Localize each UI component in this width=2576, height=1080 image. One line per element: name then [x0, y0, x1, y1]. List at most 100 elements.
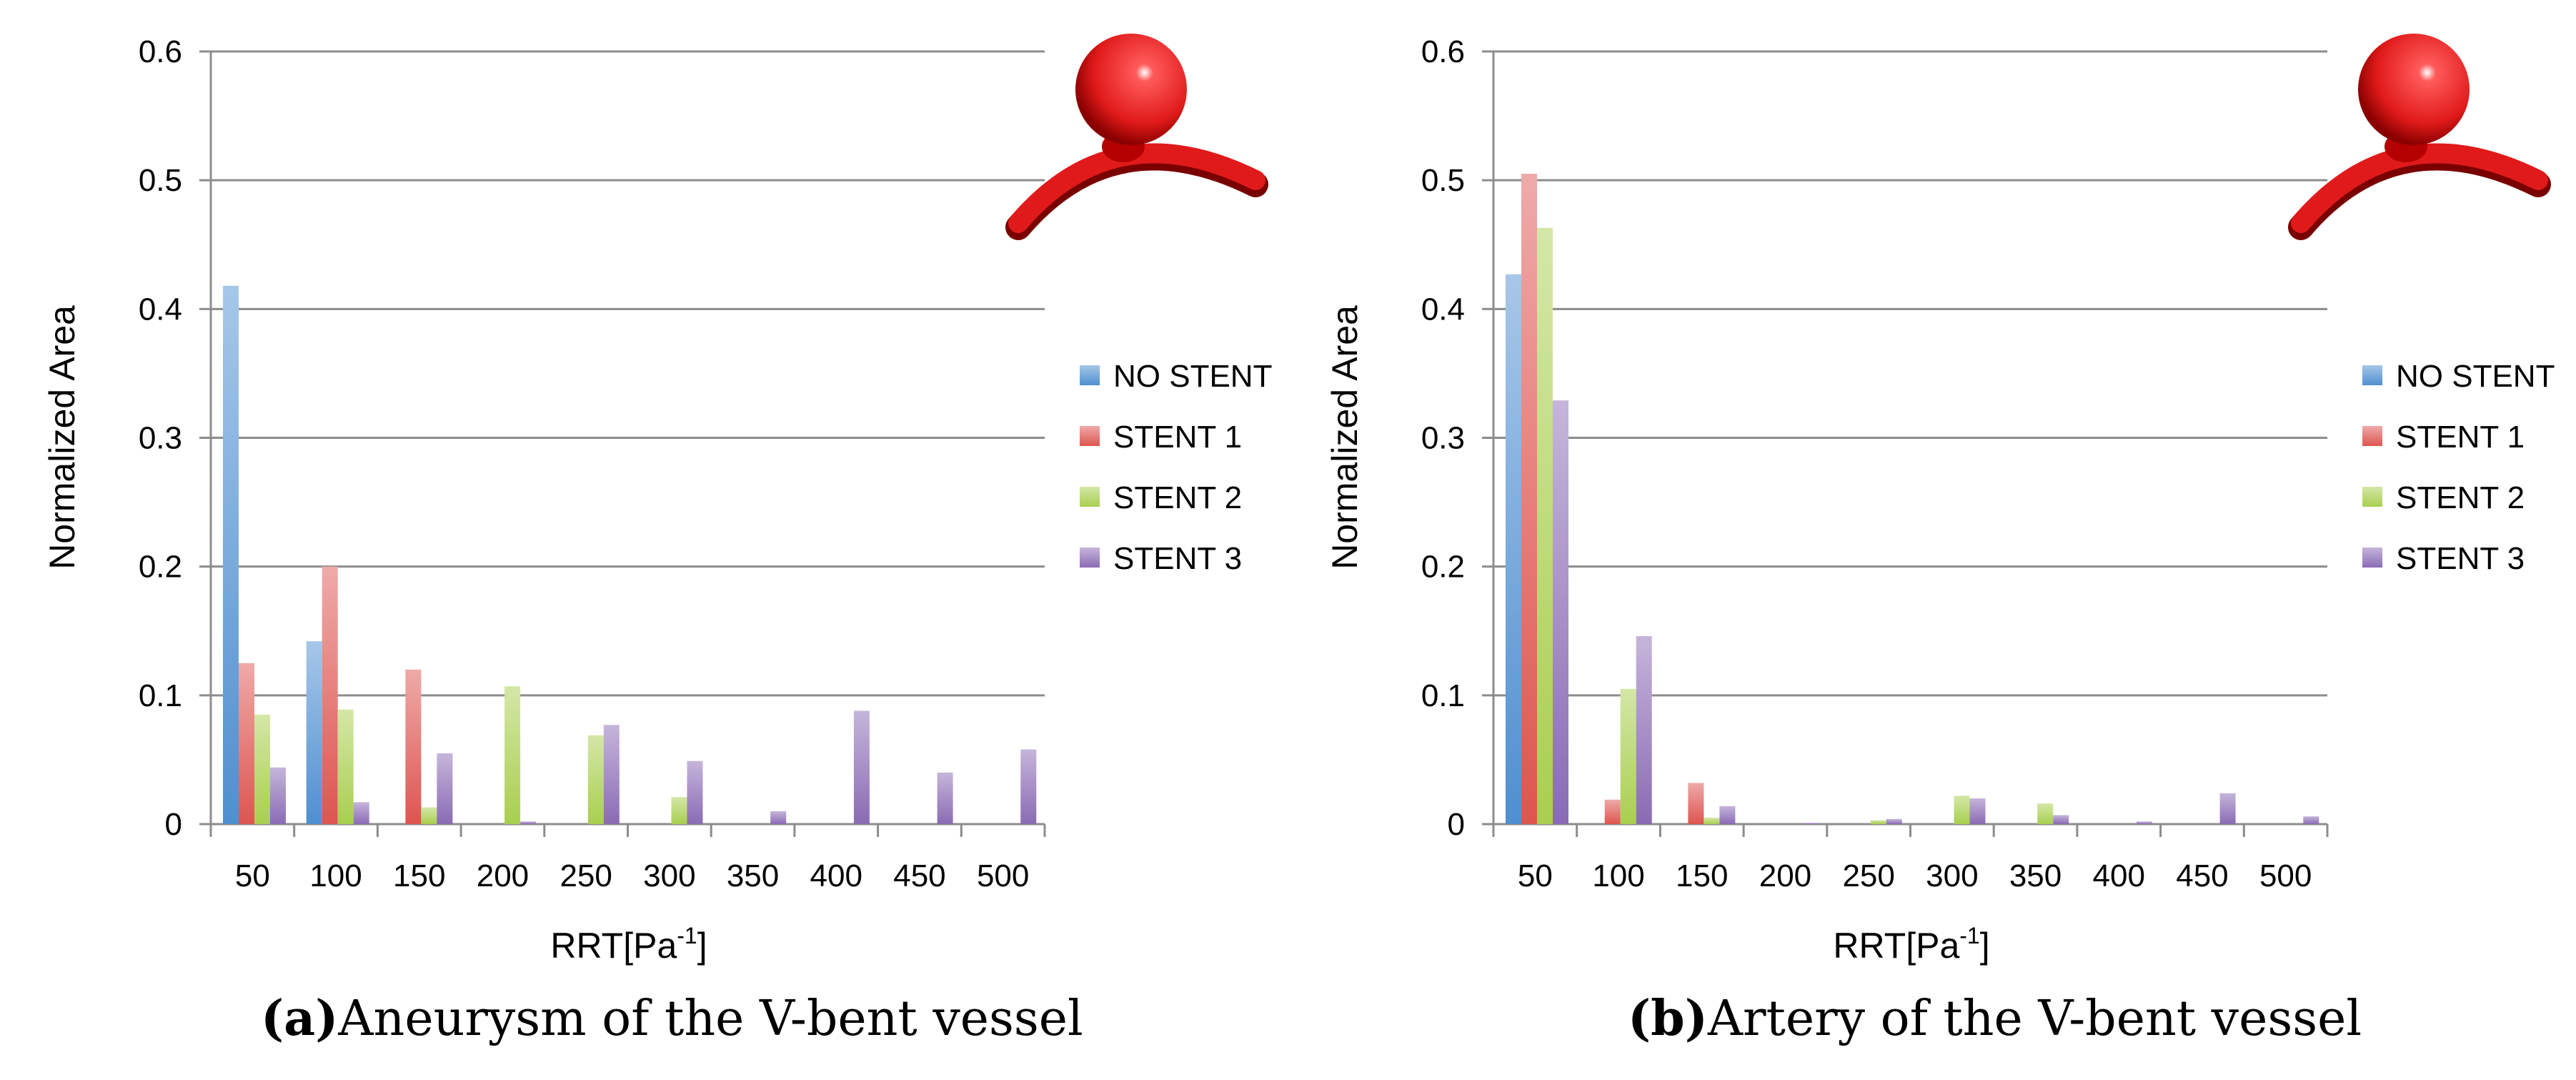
bar-stent-2-50	[1537, 227, 1553, 824]
caption-a-text: Aneurysm of the V-bent vessel	[338, 991, 1083, 1047]
bar-stent-3-250	[1886, 818, 1902, 824]
legend-label-stent-2: STENT 2	[2396, 480, 2525, 515]
caption-b-label: (b)	[1628, 990, 1708, 1047]
legend: NO STENT STENT 1 STENT 2 STENT 3	[1080, 359, 1272, 576]
chart-a: 0 0.1 0.2 0.3 0.4 0.5 0.6 50 100 150 200 250 300 350 4…	[42, 34, 1272, 966]
y-tick-label: 0.3	[1421, 421, 1465, 456]
bar-stent-2-300	[1954, 796, 1970, 824]
legend-swatch-stent-1	[2362, 426, 2382, 446]
bar-stent-2-100	[1620, 688, 1636, 824]
bar-stent-3-350	[2053, 815, 2069, 824]
y-tick-label: 0.4	[1421, 292, 1465, 327]
bar-stent-3-450	[937, 772, 953, 824]
bar-stent-2-250	[1870, 820, 1886, 824]
x-tick-label: 400	[810, 858, 862, 893]
legend-label-stent-1: STENT 1	[2396, 420, 2525, 455]
x-tick-label: 150	[393, 858, 445, 893]
v-bent-vessel-with-aneurysm-icon	[2288, 34, 2551, 240]
bar-stent-2-150	[1704, 817, 1720, 824]
x-tick-label: 300	[643, 858, 695, 893]
x-tick-label: 100	[309, 858, 362, 893]
y-tick-label: 0.3	[139, 421, 182, 456]
bar-stent-2-250	[587, 735, 604, 824]
bar-stent-1-100	[1604, 799, 1621, 824]
bar-stent-3-300	[1969, 798, 1986, 824]
bar-stent-3-450	[2219, 793, 2236, 824]
bar-stent-1-150	[1688, 783, 1704, 824]
bar-stent-3-500	[1020, 749, 1037, 824]
bar-stent-1-150	[405, 669, 422, 824]
legend-label-stent-2: STENT 2	[1113, 480, 1242, 515]
caption-b-text: Artery of the V-bent vessel	[1707, 991, 2362, 1047]
x-tick-label: 200	[477, 858, 529, 893]
bar-stent-3-250	[603, 725, 620, 824]
x-tick-label: 200	[1759, 858, 1811, 893]
bar-stent-1-50	[239, 663, 254, 824]
bar-stent-2-200	[504, 686, 521, 824]
legend-label-stent-3: STENT 3	[1113, 541, 1242, 576]
y-tick-label: 0.1	[139, 678, 182, 713]
bar-stent-3-150	[1719, 806, 1736, 824]
x-tick-label: 50	[235, 858, 270, 893]
x-tick-label: 450	[893, 858, 945, 893]
caption-a-label: (a)	[261, 990, 339, 1047]
bar-stent-2-350	[2037, 803, 2054, 824]
y-tick-label: 0.4	[139, 292, 182, 327]
y-tick-label: 0.6	[1421, 34, 1465, 69]
bar-no-stent-50	[1506, 274, 1521, 824]
bar-stent-2-150	[421, 807, 437, 824]
x-tick-label: 300	[1926, 858, 1978, 893]
x-axis-label: RRT[Pa-1]	[1833, 923, 1989, 966]
y-tick-label: 0.2	[1421, 550, 1465, 585]
caption-a: (a)Aneurysm of the V-bent vessel	[261, 990, 1083, 1054]
bar-stent-3-150	[437, 753, 453, 824]
y-tick-label: 0.5	[1421, 163, 1465, 198]
legend-swatch-stent-2	[2362, 487, 2382, 507]
bar-stent-3-350	[770, 811, 787, 824]
bar-stent-3-100	[1636, 635, 1652, 824]
bar-stent-3-400	[853, 710, 870, 824]
legend-swatch-stent-3	[2362, 548, 2382, 568]
x-tick-label: 500	[977, 858, 1029, 893]
bar-stent-3-50	[1553, 400, 1568, 824]
x-tick-label: 350	[727, 858, 779, 893]
bar-stent-3-200	[1803, 823, 1819, 824]
x-tick-label: 400	[2093, 858, 2145, 893]
bar-no-stent-100	[306, 641, 322, 824]
x-axis-label: RRT[Pa-1]	[550, 923, 707, 966]
v-bent-vessel-with-aneurysm-icon	[1005, 34, 1268, 240]
legend-label-stent-1: STENT 1	[1113, 420, 1242, 455]
x-tick-label: 450	[2176, 858, 2228, 893]
bar-no-stent-50	[223, 285, 239, 824]
caption-b: (b)Artery of the V-bent vessel	[1628, 990, 2362, 1054]
bar-stent-1-50	[1521, 174, 1537, 825]
y-axis-label: Normalized Area	[42, 305, 82, 570]
y-axis-label: Normalized Area	[1325, 305, 1365, 570]
x-tick-label: 250	[1842, 858, 1894, 893]
chart-b: 0 0.1 0.2 0.3 0.4 0.5 0.6 50 100 150 200 250 300 350 4…	[1325, 34, 2555, 966]
bar-stent-2-100	[337, 709, 354, 824]
bar-stent-3-500	[2303, 816, 2319, 824]
y-tick-label: 0.2	[139, 550, 182, 585]
y-tick-label: 0.1	[1421, 678, 1465, 713]
legend-label-stent-3: STENT 3	[2396, 541, 2525, 576]
bar-stent-3-50	[270, 767, 286, 824]
bar-stent-3-300	[687, 761, 703, 824]
x-tick-label: 250	[560, 858, 612, 893]
x-tick-label: 100	[1592, 858, 1644, 893]
bar-stent-2-50	[254, 714, 270, 824]
y-tick-label: 0	[165, 807, 182, 842]
legend-label-no-stent: NO STENT	[1113, 359, 1272, 394]
x-tick-label: 50	[1518, 858, 1553, 893]
legend-swatch-no-stent	[1080, 365, 1100, 385]
legend-label-no-stent: NO STENT	[2396, 359, 2555, 394]
y-tick-label: 0.5	[139, 163, 182, 198]
legend-swatch-stent-3	[1080, 548, 1100, 568]
legend-swatch-stent-1	[1080, 426, 1100, 446]
x-tick-label: 350	[2009, 858, 2062, 893]
x-tick-label: 500	[2259, 858, 2312, 893]
bar-stent-3-100	[353, 802, 369, 824]
bar-stent-3-200	[520, 821, 537, 824]
y-tick-label: 0.6	[139, 34, 182, 69]
